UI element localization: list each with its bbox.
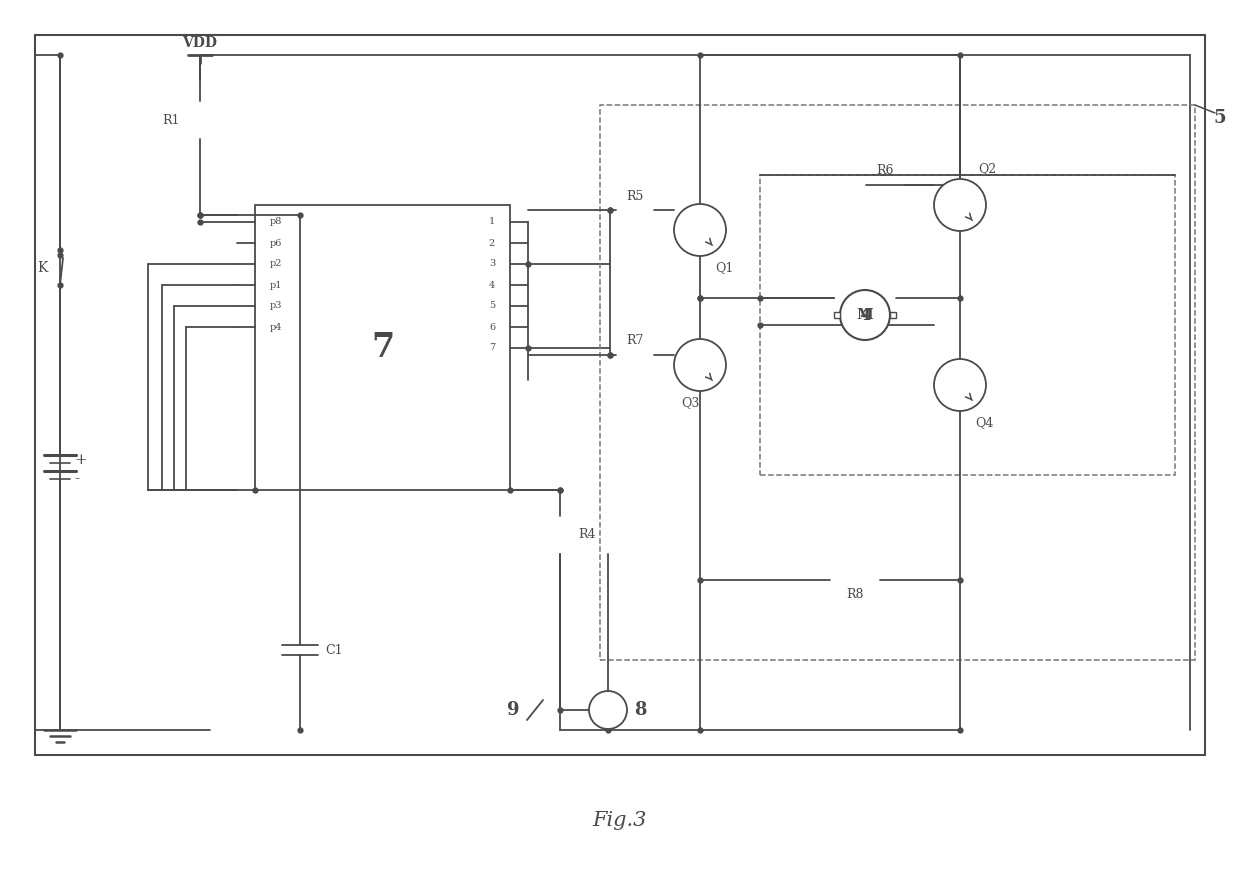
Circle shape [934, 179, 986, 231]
Text: C1: C1 [325, 644, 343, 656]
Text: Q1: Q1 [715, 262, 733, 275]
Circle shape [674, 339, 726, 391]
Bar [35, 35, 1206, 755]
Text: 4: 4 [488, 281, 496, 289]
Bar [616, 349, 654, 361]
Bar [195, 101, 206, 139]
Text: 3: 3 [488, 260, 496, 269]
Text: p3: p3 [270, 302, 282, 310]
Text: +: + [74, 453, 87, 467]
Text: 7: 7 [370, 331, 394, 364]
Text: 7: 7 [488, 343, 496, 353]
Text: p8: p8 [270, 217, 282, 227]
Text: p4: p4 [270, 322, 282, 331]
Bar [836, 574, 873, 586]
Text: M: M [856, 308, 873, 322]
Bar [616, 204, 654, 216]
Text: K: K [37, 261, 48, 275]
Text: 8: 8 [634, 701, 647, 719]
Bar [760, 175, 1175, 475]
Bar [555, 516, 565, 554]
Text: 5: 5 [489, 302, 496, 310]
Text: 2: 2 [488, 238, 496, 248]
Text: R4: R4 [579, 528, 596, 541]
Text: VDD: VDD [182, 36, 218, 50]
Text: 1: 1 [488, 217, 496, 227]
Text: R7: R7 [626, 335, 644, 348]
Text: -: - [74, 472, 79, 486]
Bar [834, 312, 840, 318]
Text: Fig.3: Fig.3 [592, 811, 647, 830]
Circle shape [674, 204, 726, 256]
Text: R6: R6 [876, 164, 893, 177]
Circle shape [934, 359, 986, 411]
Text: p6: p6 [270, 238, 282, 248]
Text: 4: 4 [860, 307, 871, 323]
Text: Q4: Q4 [975, 416, 994, 429]
Text: 6: 6 [489, 322, 496, 331]
Text: Q2: Q2 [978, 163, 996, 176]
Bar [600, 105, 1194, 660]
Bar [255, 205, 510, 490]
Bar [890, 312, 896, 318]
Circle shape [840, 290, 890, 340]
Text: p1: p1 [270, 281, 282, 289]
Text: 5: 5 [1214, 109, 1227, 127]
Text: R5: R5 [626, 189, 644, 202]
Bar [866, 180, 904, 190]
Text: R8: R8 [846, 587, 864, 600]
Text: p2: p2 [270, 260, 282, 269]
Circle shape [589, 691, 627, 729]
Text: R1: R1 [162, 114, 180, 127]
Text: Q3: Q3 [680, 396, 699, 409]
Text: 9: 9 [508, 701, 520, 719]
